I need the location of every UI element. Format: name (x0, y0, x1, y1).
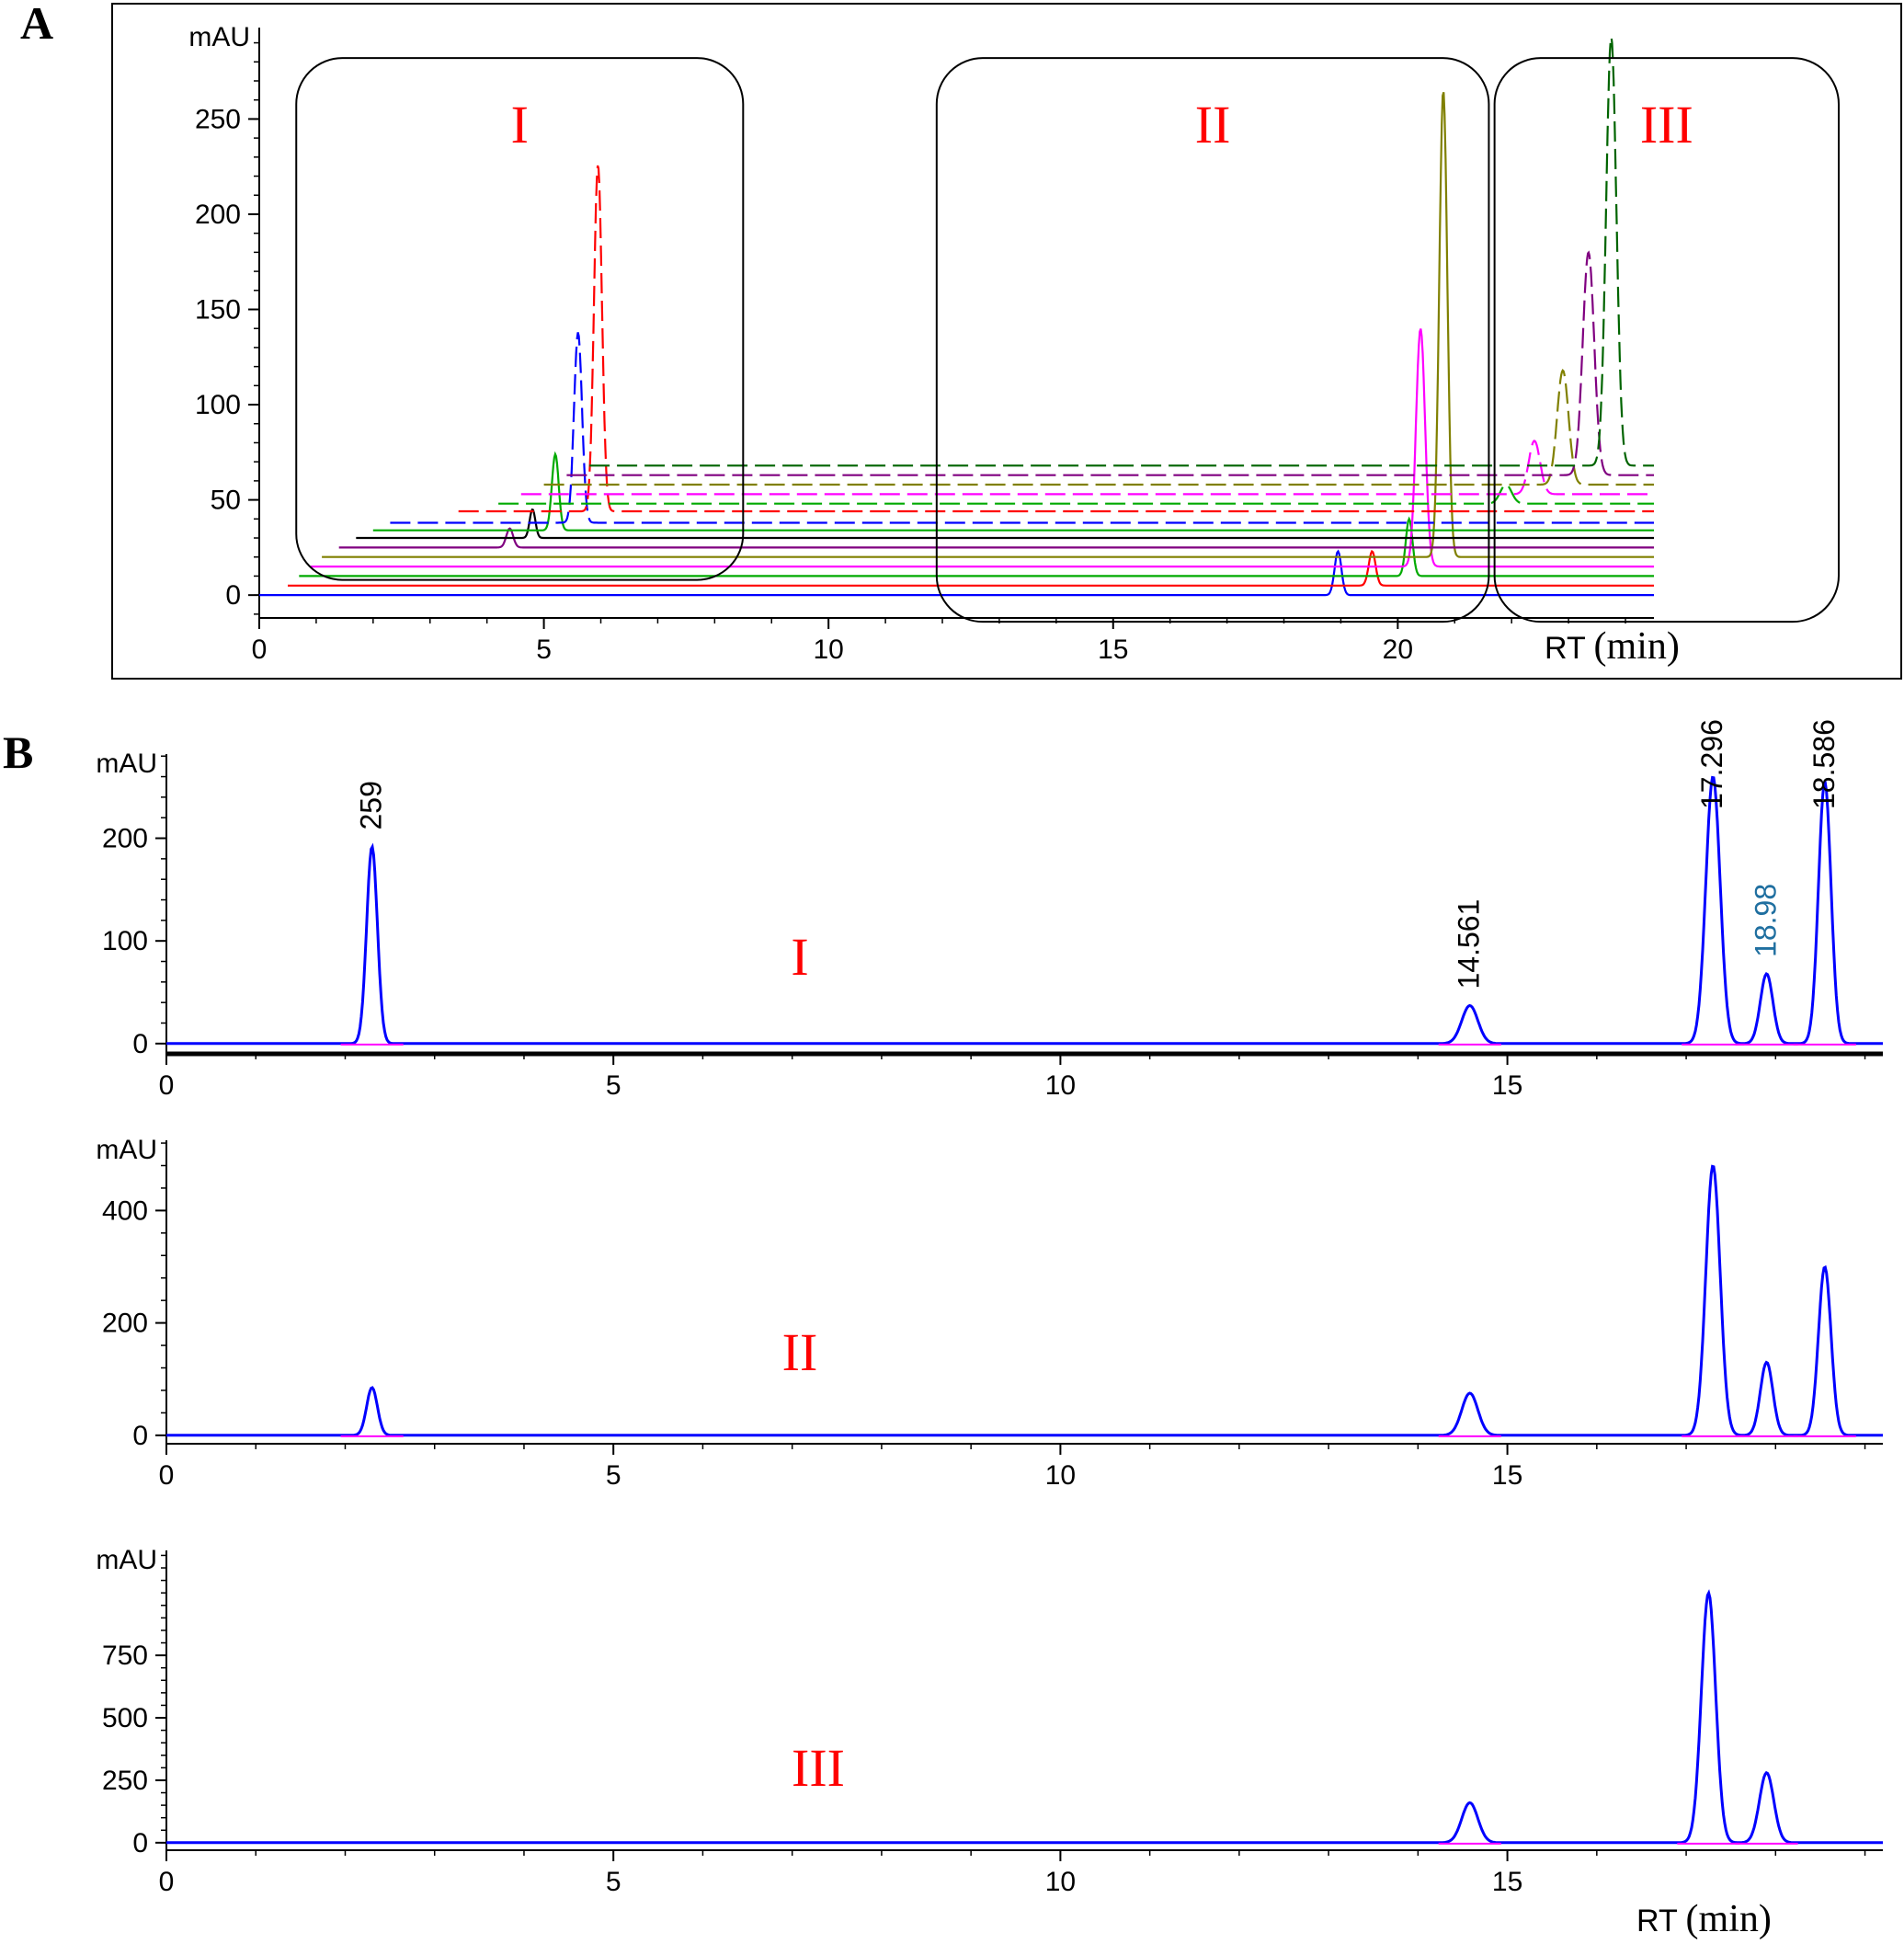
x-tick-label: 0 (159, 1460, 175, 1491)
x-tick-label: 20 (1383, 635, 1413, 665)
y-tick-label: 750 (102, 1641, 148, 1671)
panel-a-letter: A (20, 0, 53, 49)
y-tick-label: 200 (102, 824, 148, 854)
y-tick-label: 250 (195, 104, 241, 134)
region-label-1: I (511, 95, 529, 154)
series-line-8 (372, 451, 1654, 532)
region-label-3: III (1640, 95, 1693, 154)
x-axis-label: RT (min) (1545, 625, 1680, 668)
y-tick-label: 100 (102, 926, 148, 956)
series-line-14 (566, 250, 1654, 476)
region-label-2: II (1195, 95, 1231, 154)
x-tick-label: 0 (252, 635, 268, 665)
x-tick-label: 5 (606, 1460, 621, 1491)
plot-b-i: 0 100 200 0 5 10 15 mAU I 259 14.561 17.296 18.98 18.… (96, 719, 1883, 1101)
panel-a-frame (111, 3, 1902, 680)
series-line-9 (390, 332, 1654, 524)
series-line-10 (458, 165, 1654, 513)
region-label: II (782, 1322, 818, 1382)
y-tick-label: 0 (132, 1828, 148, 1858)
y-tick-label: 0 (132, 1029, 148, 1059)
peak-label-2: 14.561 (1453, 899, 1486, 989)
peak-label-3: 17.296 (1695, 719, 1728, 809)
region-label: III (792, 1738, 845, 1798)
series-line-3 (299, 516, 1654, 577)
series-line-1 (166, 775, 1883, 1046)
x-tick-label: 10 (1045, 1867, 1076, 1897)
x-axis-label-unit: (min) (1686, 1898, 1772, 1940)
y-tick-label: 0 (225, 580, 241, 611)
y-tick-label: 250 (102, 1766, 148, 1796)
y-tick-label: 100 (195, 390, 241, 420)
series-line-7 (356, 508, 1654, 540)
x-tick-label: 0 (159, 1070, 175, 1101)
x-tick-label: 5 (536, 635, 552, 665)
y-tick-label: 50 (211, 486, 241, 516)
x-axis-label-prefix: RT (1545, 631, 1594, 666)
x-axis-label: RT (min) (1636, 1898, 1772, 1940)
series-line-12 (520, 440, 1654, 496)
x-tick-label: 15 (1492, 1070, 1522, 1101)
series-line-13 (543, 368, 1654, 486)
x-tick-label: 10 (813, 635, 843, 665)
region-box-2 (935, 57, 1490, 623)
x-tick-label: 5 (606, 1867, 621, 1897)
region-box-3 (1493, 57, 1840, 623)
x-tick-label: 15 (1098, 635, 1128, 665)
y-unit-label: mAU (96, 1545, 157, 1575)
y-unit-label: mAU (96, 1135, 157, 1165)
series-line-6 (338, 527, 1654, 549)
x-tick-label: 10 (1045, 1460, 1076, 1491)
x-tick-label: 10 (1045, 1070, 1076, 1101)
plot-b-ii: 0 200 400 0 5 10 15 mAU II (96, 1135, 1883, 1491)
series-line-15 (589, 37, 1654, 467)
peak-label-4: 18.98 (1750, 884, 1783, 957)
plot-b-iii: 0 250 500 750 0 5 10 15 mAU RT (min) III (96, 1545, 1883, 1940)
x-axis-label-unit: (min) (1594, 625, 1680, 668)
series-line-1 (166, 1164, 1883, 1437)
region-label: I (791, 927, 808, 987)
peak-label-1: 259 (355, 781, 388, 829)
y-unit-label: mAU (96, 749, 157, 779)
y-tick-label: 200 (102, 1309, 148, 1339)
y-tick-label: 400 (102, 1195, 148, 1226)
x-tick-label: 15 (1492, 1867, 1522, 1897)
series-line-1 (259, 549, 1654, 597)
peak-label-5: 18.586 (1807, 719, 1841, 809)
x-tick-label: 5 (606, 1070, 621, 1101)
x-axis-label-prefix: RT (1636, 1904, 1686, 1938)
panel-b-letter: B (3, 726, 33, 778)
region-box-1 (295, 57, 745, 581)
y-tick-label: 0 (132, 1421, 148, 1451)
y-tick-label: 200 (195, 200, 241, 230)
y-unit-label: mAU (188, 22, 250, 52)
y-tick-label: 150 (195, 295, 241, 326)
x-tick-label: 15 (1492, 1460, 1522, 1491)
series-line-2 (288, 549, 1654, 587)
series-line-1 (166, 1589, 1883, 1845)
x-tick-label: 0 (159, 1867, 175, 1897)
y-tick-label: 500 (102, 1703, 148, 1733)
series-line-5 (322, 91, 1654, 558)
